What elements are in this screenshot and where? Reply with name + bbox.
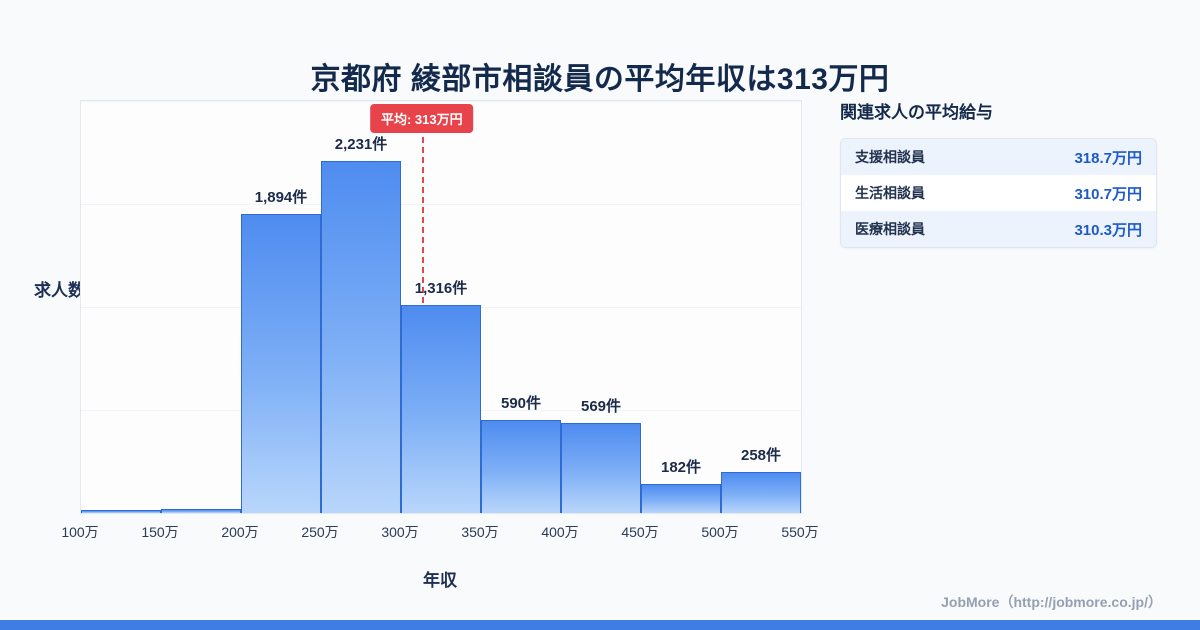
related-job-row: 医療相談員 310.3万円	[841, 211, 1156, 247]
histogram-bar	[641, 484, 721, 513]
average-badge: 平均: 313万円	[369, 104, 474, 133]
x-tick-label: 250万	[301, 524, 339, 540]
x-tick-label: 550万	[781, 524, 819, 540]
job-salary: 310.7万円	[1074, 185, 1142, 203]
jobmore-credit: JobMore（http://jobmore.co.jp/）	[941, 594, 1162, 610]
x-tick-label: 200万	[221, 524, 259, 540]
histogram-plot-area: 平均: 313万円 1,894件 2,231件 1,316件 590件 569件 182件…	[80, 100, 802, 514]
histogram-bar	[161, 509, 241, 513]
bar-value-label: 2,231件	[334, 136, 388, 153]
bar-value-label: 182件	[660, 459, 702, 476]
job-salary: 318.7万円	[1074, 149, 1142, 167]
histogram-bar	[481, 420, 561, 513]
footer-accent-bar	[0, 620, 1200, 630]
x-tick-label: 350万	[461, 524, 499, 540]
bar-value-label: 569件	[580, 398, 622, 415]
x-axis-label: 年収	[423, 571, 457, 590]
x-axis-ticks: 100万 150万 200万 250万 300万 350万 400万 450万 500万 550万	[61, 522, 818, 542]
page-title: 京都府 綾部市相談員の平均年収は313万円	[310, 63, 890, 97]
x-tick-label: 100万	[61, 524, 99, 540]
histogram-bar	[81, 510, 161, 513]
bar-value-label: 590件	[500, 395, 542, 412]
related-job-row: 支援相談員 318.7万円	[841, 139, 1156, 175]
bar-value-label: 1,894件	[254, 189, 308, 206]
related-jobs-card: 支援相談員 318.7万円 生活相談員 310.7万円 医療相談員 310.3万…	[840, 138, 1157, 248]
related-jobs-heading: 関連求人の平均給与	[840, 103, 993, 122]
bar-value-label: 258件	[740, 447, 782, 464]
bar-value-label: 1,316件	[414, 280, 468, 297]
y-axis-label: 求人数	[34, 281, 85, 300]
histogram-bar	[721, 472, 801, 513]
job-name: 生活相談員	[855, 185, 925, 201]
x-tick-label: 150万	[141, 524, 179, 540]
x-tick-label: 300万	[381, 524, 419, 540]
job-name: 支援相談員	[855, 149, 925, 165]
x-tick-label: 450万	[621, 524, 659, 540]
histogram-bar	[561, 423, 641, 513]
x-tick-label: 500万	[701, 524, 739, 540]
histogram-bar	[401, 305, 481, 513]
histogram-bar	[241, 214, 321, 513]
job-name: 医療相談員	[855, 221, 925, 237]
histogram-bar	[321, 161, 401, 513]
x-tick-label: 400万	[541, 524, 579, 540]
related-job-row: 生活相談員 310.7万円	[841, 175, 1156, 211]
job-salary: 310.3万円	[1074, 221, 1142, 239]
